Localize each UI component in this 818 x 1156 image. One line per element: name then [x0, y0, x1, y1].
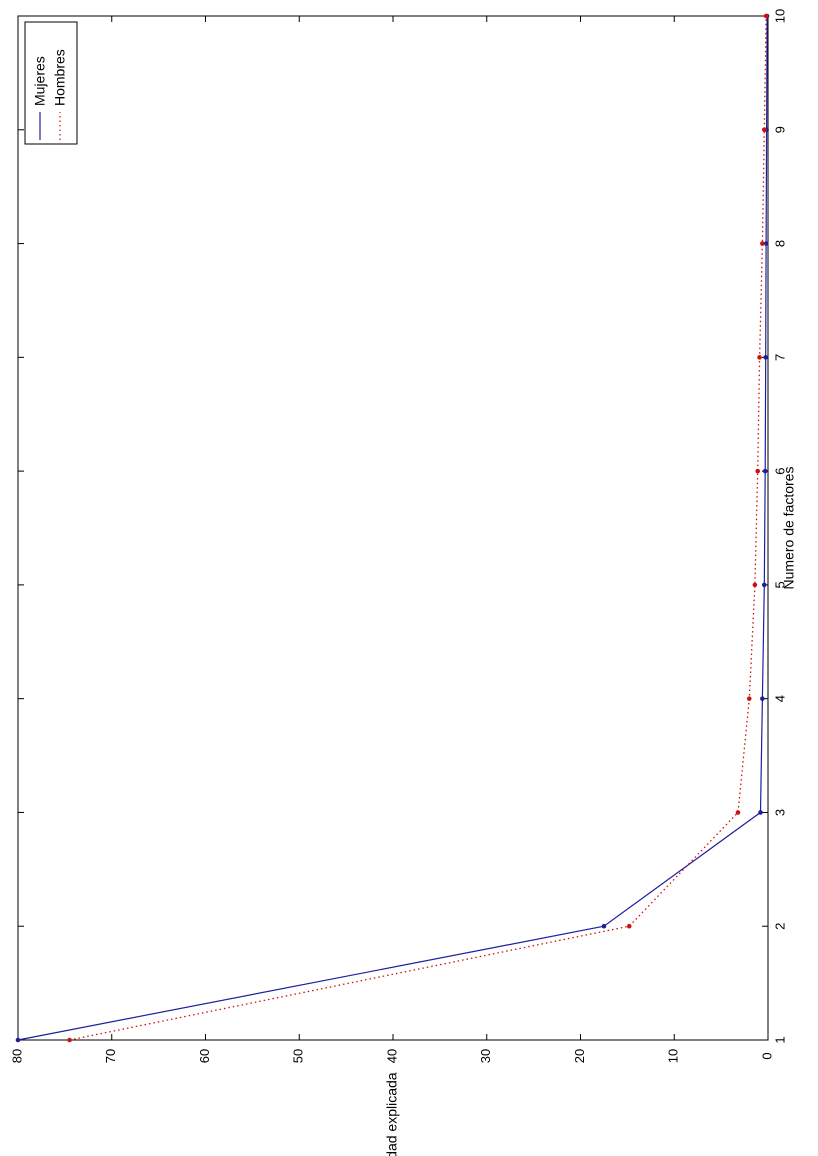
- x-tick-label: 3: [772, 809, 787, 816]
- y-tick-label: 20: [572, 1049, 587, 1063]
- data-point-hombres: [763, 13, 769, 19]
- data-point-hombres: [746, 696, 752, 701]
- plot-frame: [17, 15, 769, 1041]
- legend-box: [24, 21, 78, 145]
- data-point-mujeres: [763, 241, 769, 246]
- y-tick-label: 40: [384, 1049, 399, 1063]
- x-tick-label: 5: [772, 581, 787, 588]
- y-tick-label: 80: [9, 1049, 24, 1063]
- x-tick-label: 8: [772, 240, 787, 247]
- x-tick-label: 1: [772, 1036, 787, 1043]
- data-point-hombres: [752, 582, 758, 588]
- y-tick-label: 0: [759, 1052, 774, 1059]
- legend-label-hombres: Hombres: [52, 49, 68, 106]
- x-tick-label: 6: [772, 467, 787, 474]
- data-point-mujeres: [760, 696, 765, 701]
- data-point-mujeres: [15, 1037, 21, 1043]
- y-tick-label: 30: [478, 1049, 493, 1063]
- data-point-mujeres: [763, 355, 768, 360]
- x-tick-label: 7: [772, 354, 787, 361]
- data-point-hombres: [761, 127, 767, 133]
- data-point-hombres: [735, 810, 741, 815]
- y-tick-label: 70: [103, 1049, 118, 1063]
- data-point-mujeres: [762, 468, 768, 474]
- data-point-hombres: [67, 1037, 72, 1043]
- series-line-hombres: [69, 15, 767, 1041]
- data-point-mujeres: [758, 810, 763, 815]
- x-tick-label: 10: [772, 9, 787, 23]
- x-tick-label: 2: [772, 923, 787, 930]
- series-line-mujeres: [17, 15, 768, 1041]
- y-tick-label: 50: [291, 1049, 306, 1063]
- x-tick-label: 4: [772, 695, 787, 702]
- y-tick-label: 60: [197, 1049, 212, 1063]
- plot-area: 1 2 3 4 5 6 7 8 9 10 0 10 20 30 40 50 60 70 80 Numero de fa…: [9, 9, 796, 1156]
- y-axis-label: Variabilidad explicada: [384, 1072, 400, 1156]
- legend-label-mujeres: Mujeres: [32, 56, 48, 106]
- data-point-hombres: [757, 355, 762, 360]
- data-point-mujeres: [601, 923, 607, 929]
- y-tick-label: 10: [666, 1049, 681, 1063]
- x-axis-label: Numero de factores: [781, 467, 797, 590]
- data-point-mujeres: [761, 582, 767, 588]
- x-tick-label: 9: [772, 126, 787, 133]
- data-point-hombres: [755, 468, 760, 474]
- data-point-hombres: [760, 241, 765, 246]
- data-point-hombres: [626, 923, 632, 929]
